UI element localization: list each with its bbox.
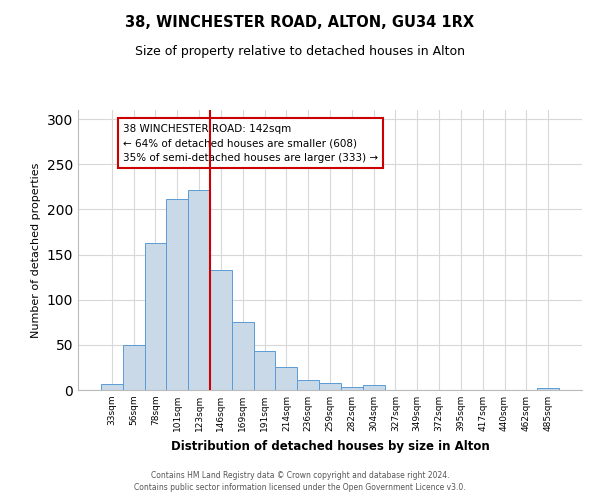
- Bar: [210, 270, 232, 390]
- Bar: [254, 351, 275, 390]
- Bar: [232, 322, 254, 390]
- Bar: [188, 190, 210, 390]
- Text: Contains HM Land Registry data © Crown copyright and database right 2024.: Contains HM Land Registry data © Crown c…: [151, 471, 449, 480]
- Bar: [319, 383, 341, 390]
- Bar: [363, 386, 385, 390]
- Bar: [166, 200, 188, 390]
- Bar: [275, 368, 297, 390]
- Y-axis label: Number of detached properties: Number of detached properties: [31, 162, 41, 338]
- Text: Contains public sector information licensed under the Open Government Licence v3: Contains public sector information licen…: [134, 484, 466, 492]
- Text: 38, WINCHESTER ROAD, ALTON, GU34 1RX: 38, WINCHESTER ROAD, ALTON, GU34 1RX: [125, 15, 475, 30]
- Bar: [101, 384, 123, 390]
- Bar: [341, 388, 363, 390]
- Text: 38 WINCHESTER ROAD: 142sqm
← 64% of detached houses are smaller (608)
35% of sem: 38 WINCHESTER ROAD: 142sqm ← 64% of deta…: [123, 124, 378, 163]
- Text: Size of property relative to detached houses in Alton: Size of property relative to detached ho…: [135, 45, 465, 58]
- X-axis label: Distribution of detached houses by size in Alton: Distribution of detached houses by size …: [170, 440, 490, 452]
- Bar: [537, 388, 559, 390]
- Bar: [297, 380, 319, 390]
- Bar: [123, 345, 145, 390]
- Bar: [145, 243, 166, 390]
